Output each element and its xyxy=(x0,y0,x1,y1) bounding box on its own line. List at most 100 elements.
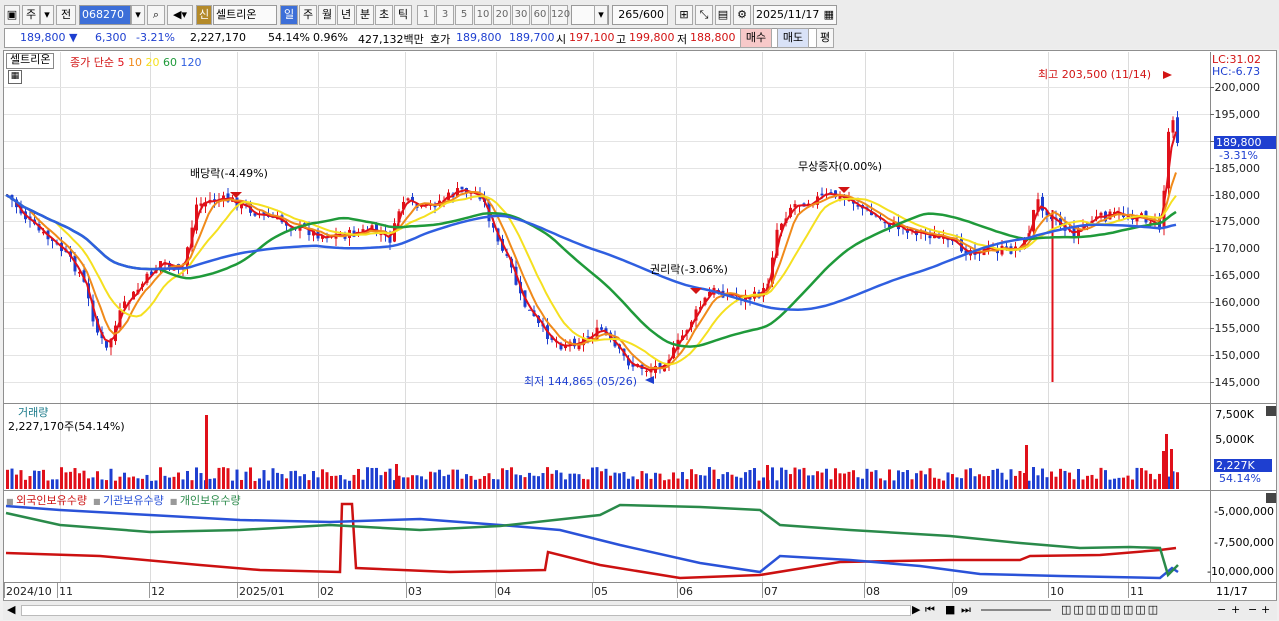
count-field[interactable]: 265/600 xyxy=(612,5,668,25)
ma-line xyxy=(5,172,1177,370)
volume-bar xyxy=(910,479,914,489)
volume-bar xyxy=(267,480,270,489)
volume-bar xyxy=(1005,479,1008,489)
chevron-down-icon[interactable]: ▾ xyxy=(40,5,54,25)
period-tab[interactable]: 년 xyxy=(337,5,355,25)
volume-bar xyxy=(370,467,374,489)
draw-tool-icon[interactable]: ⊞ xyxy=(675,5,693,25)
volume-bar xyxy=(825,468,828,489)
prev-button[interactable]: 전 xyxy=(56,5,76,25)
buy-button[interactable]: 매수 xyxy=(740,28,772,48)
interval-button[interactable]: 20 xyxy=(493,5,511,25)
candle-body xyxy=(1081,226,1085,228)
chevron-down-icon[interactable]: ▾ xyxy=(131,5,145,25)
volume-bar xyxy=(78,473,81,489)
market-select[interactable]: 주 xyxy=(22,5,40,25)
scroll-left-icon[interactable]: ◀ xyxy=(7,603,16,616)
candle-body xyxy=(42,231,45,234)
holdings-legend-item: ■ 외국인보유수량 xyxy=(6,494,87,507)
table-icon[interactable]: ▦ xyxy=(8,70,22,84)
period-tab[interactable]: 초 xyxy=(375,5,393,25)
volume-bar xyxy=(613,472,617,489)
volume-bar xyxy=(1140,468,1143,489)
period-tab[interactable]: 틱 xyxy=(394,5,412,25)
interval-button[interactable]: 1 xyxy=(417,5,435,25)
volume-bar xyxy=(478,478,482,489)
eval-button[interactable]: 평 xyxy=(816,28,834,48)
event-arrow-icon xyxy=(230,192,242,198)
zoom-slider[interactable] xyxy=(981,609,1051,611)
zoom-out-icon[interactable]: − xyxy=(1217,603,1227,616)
hc-value: HC:-6.73 xyxy=(1212,65,1261,78)
crosshair-icon[interactable]: ⤡ xyxy=(695,5,713,25)
chevron-down-icon[interactable]: ▾ xyxy=(594,5,608,25)
candle-body xyxy=(559,343,563,350)
panel-close-icon[interactable] xyxy=(1266,406,1276,416)
volume-bar xyxy=(114,480,117,489)
panel-close-icon[interactable] xyxy=(1266,493,1276,503)
volume-bar xyxy=(1068,472,1071,489)
minus-icon[interactable]: − xyxy=(1248,603,1258,616)
volume-bar xyxy=(1095,478,1098,489)
volume-bar xyxy=(46,480,50,489)
interval-button[interactable]: 30 xyxy=(512,5,530,25)
interval-button[interactable]: 3 xyxy=(436,5,454,25)
candle-body xyxy=(433,204,437,208)
last-price-tag: 189,800 xyxy=(1214,136,1276,149)
volume-bar xyxy=(546,467,549,489)
volume-bar xyxy=(865,468,869,489)
period-tab[interactable]: 일 xyxy=(280,5,298,25)
volume-bar xyxy=(1149,473,1152,489)
volume-bar xyxy=(541,473,545,489)
y-tick-label: 175,000 xyxy=(1215,215,1261,228)
volume-bar xyxy=(978,474,981,489)
volume-bar xyxy=(195,467,198,489)
interval-button[interactable]: 120 xyxy=(550,5,570,25)
search-icon[interactable]: ⌕ xyxy=(147,5,165,25)
last-page-icon[interactable]: ⏭ xyxy=(961,603,971,616)
panel-stock-name: 셀트리온 xyxy=(10,53,51,66)
volume-bar xyxy=(987,475,990,489)
volume-bar xyxy=(37,470,41,489)
volume-bar xyxy=(190,480,194,489)
speaker-icon[interactable]: ◀▾ xyxy=(167,5,193,25)
volume-bar xyxy=(262,470,266,489)
sell-button[interactable]: 매도 xyxy=(777,28,809,48)
interval-button[interactable]: 10 xyxy=(474,5,492,25)
volume-bar xyxy=(172,476,176,489)
date-input[interactable]: 2025/11/17 ▦ xyxy=(753,5,837,25)
volume-bar xyxy=(1041,468,1044,489)
volume-bar xyxy=(307,480,311,489)
calendar-icon[interactable]: ▦ xyxy=(823,8,834,21)
tool-icons[interactable]: ◫◫◫◫◫◫◫◫ xyxy=(1061,603,1161,616)
interval-button[interactable]: 5 xyxy=(455,5,473,25)
period-tab[interactable]: 분 xyxy=(356,5,374,25)
period-tab[interactable]: 주 xyxy=(299,5,317,25)
scroll-right-icon[interactable]: ▶ xyxy=(912,603,921,616)
layout-icon[interactable]: ▣ xyxy=(4,5,20,25)
volume-bar xyxy=(127,477,131,489)
interval-button[interactable]: 60 xyxy=(531,5,549,25)
candle-body xyxy=(204,202,207,207)
period-tab[interactable]: 월 xyxy=(318,5,336,25)
volume-bar xyxy=(582,478,585,489)
gear-icon[interactable]: ⚙ xyxy=(733,5,751,25)
volume-bar xyxy=(379,475,383,489)
zoom-in-icon[interactable]: + xyxy=(1231,603,1241,616)
candle-body xyxy=(1171,120,1175,133)
volume-bar xyxy=(667,479,671,489)
code-input[interactable]: 068270 xyxy=(79,5,131,25)
volume-bar xyxy=(622,471,626,489)
first-page-icon[interactable]: ⏮ xyxy=(925,603,935,616)
volume-bar xyxy=(586,479,590,489)
stop-icon[interactable]: ■ xyxy=(945,603,956,616)
save-icon[interactable]: ▤ xyxy=(715,5,731,25)
stock-name-box[interactable]: 셀트리온 xyxy=(6,53,55,69)
legend-label: 외국인보유수량 xyxy=(16,494,87,507)
count-value: 265 xyxy=(618,8,640,21)
y-tick-label: 170,000 xyxy=(1215,242,1261,255)
scrollbar-track[interactable] xyxy=(21,605,911,616)
volume-bar xyxy=(1025,445,1028,489)
plus-icon[interactable]: + xyxy=(1261,603,1271,616)
